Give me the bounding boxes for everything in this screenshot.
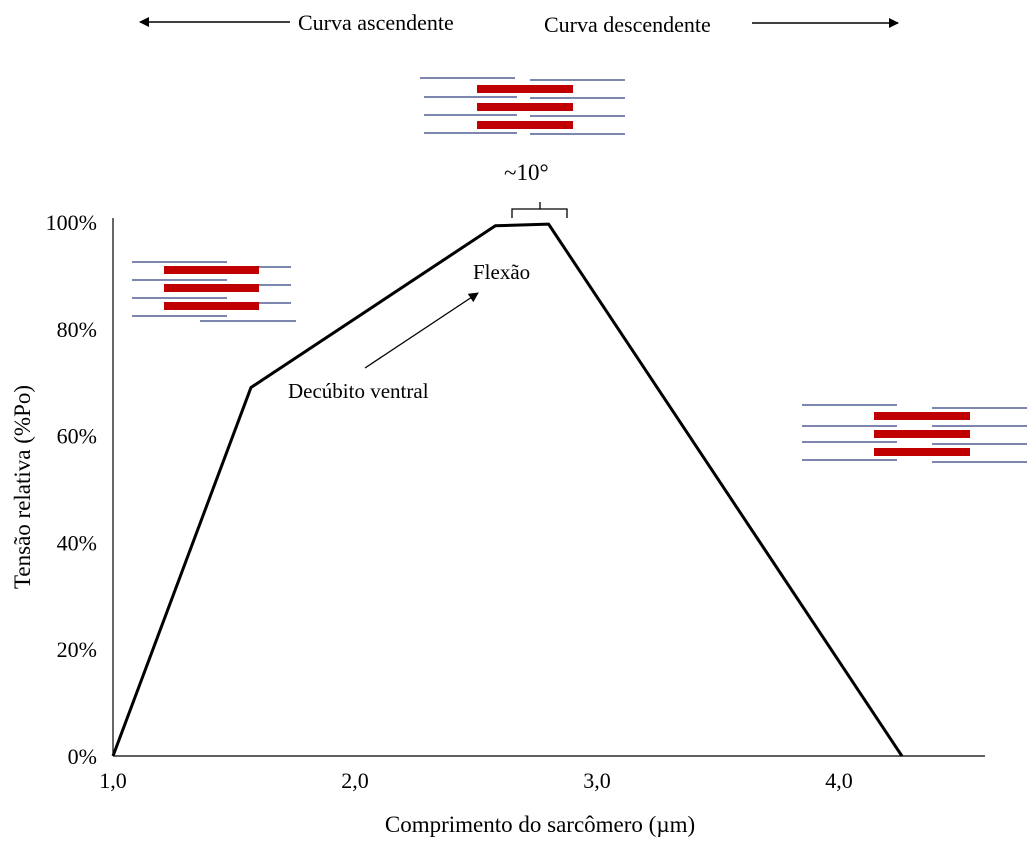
y-tick-labels: 0% 20% 40% 60% 80% 100% <box>46 210 97 769</box>
flexion-label: Flexão <box>473 260 530 284</box>
descending-curve-label: Curva descendente <box>544 12 711 37</box>
prone-position-label: Decúbito ventral <box>288 379 429 403</box>
angle-annotation: ~10° <box>504 160 568 218</box>
y-tick-label: 60% <box>57 424 97 449</box>
angle-bracket <box>511 202 568 218</box>
x-tick-labels: 1,0 2,0 3,0 4,0 <box>99 768 853 793</box>
myosin-filament <box>164 284 259 292</box>
y-axis-title: Tensão relativa (%Po) <box>10 385 35 589</box>
ascending-curve-label: Curva ascendente <box>298 10 454 35</box>
myosin-filament <box>874 430 970 438</box>
y-tick-label: 80% <box>57 317 97 342</box>
axes <box>112 218 985 757</box>
sarcomere-diagram-short <box>132 261 296 322</box>
prone-to-flexion-arrow <box>364 292 479 369</box>
myosin-filament <box>874 448 970 456</box>
angle-label: ~10° <box>504 160 549 185</box>
myosin-filament <box>164 302 259 310</box>
myosin-filament <box>477 85 573 93</box>
y-tick-label: 100% <box>46 210 97 235</box>
myosin-filament <box>477 121 573 129</box>
sarcomere-diagram-stretched <box>802 404 1027 463</box>
y-tick-label: 20% <box>57 637 97 662</box>
x-tick-label: 1,0 <box>99 768 127 793</box>
length-tension-curve <box>111 222 904 757</box>
x-axis-title: Comprimento do sarcômero (µm) <box>385 812 695 837</box>
x-tick-label: 3,0 <box>583 768 611 793</box>
myosin-filament <box>874 412 970 420</box>
x-tick-label: 2,0 <box>341 768 369 793</box>
myosin-filament <box>477 103 573 111</box>
y-tick-label: 40% <box>57 530 97 555</box>
curve-region-header: Curva ascendente Curva descendente <box>139 10 899 37</box>
x-tick-label: 4,0 <box>825 768 853 793</box>
sarcomere-diagram-optimal <box>420 77 625 135</box>
series-layer <box>111 222 904 757</box>
myosin-filament <box>164 266 259 274</box>
y-tick-label: 0% <box>68 744 97 769</box>
